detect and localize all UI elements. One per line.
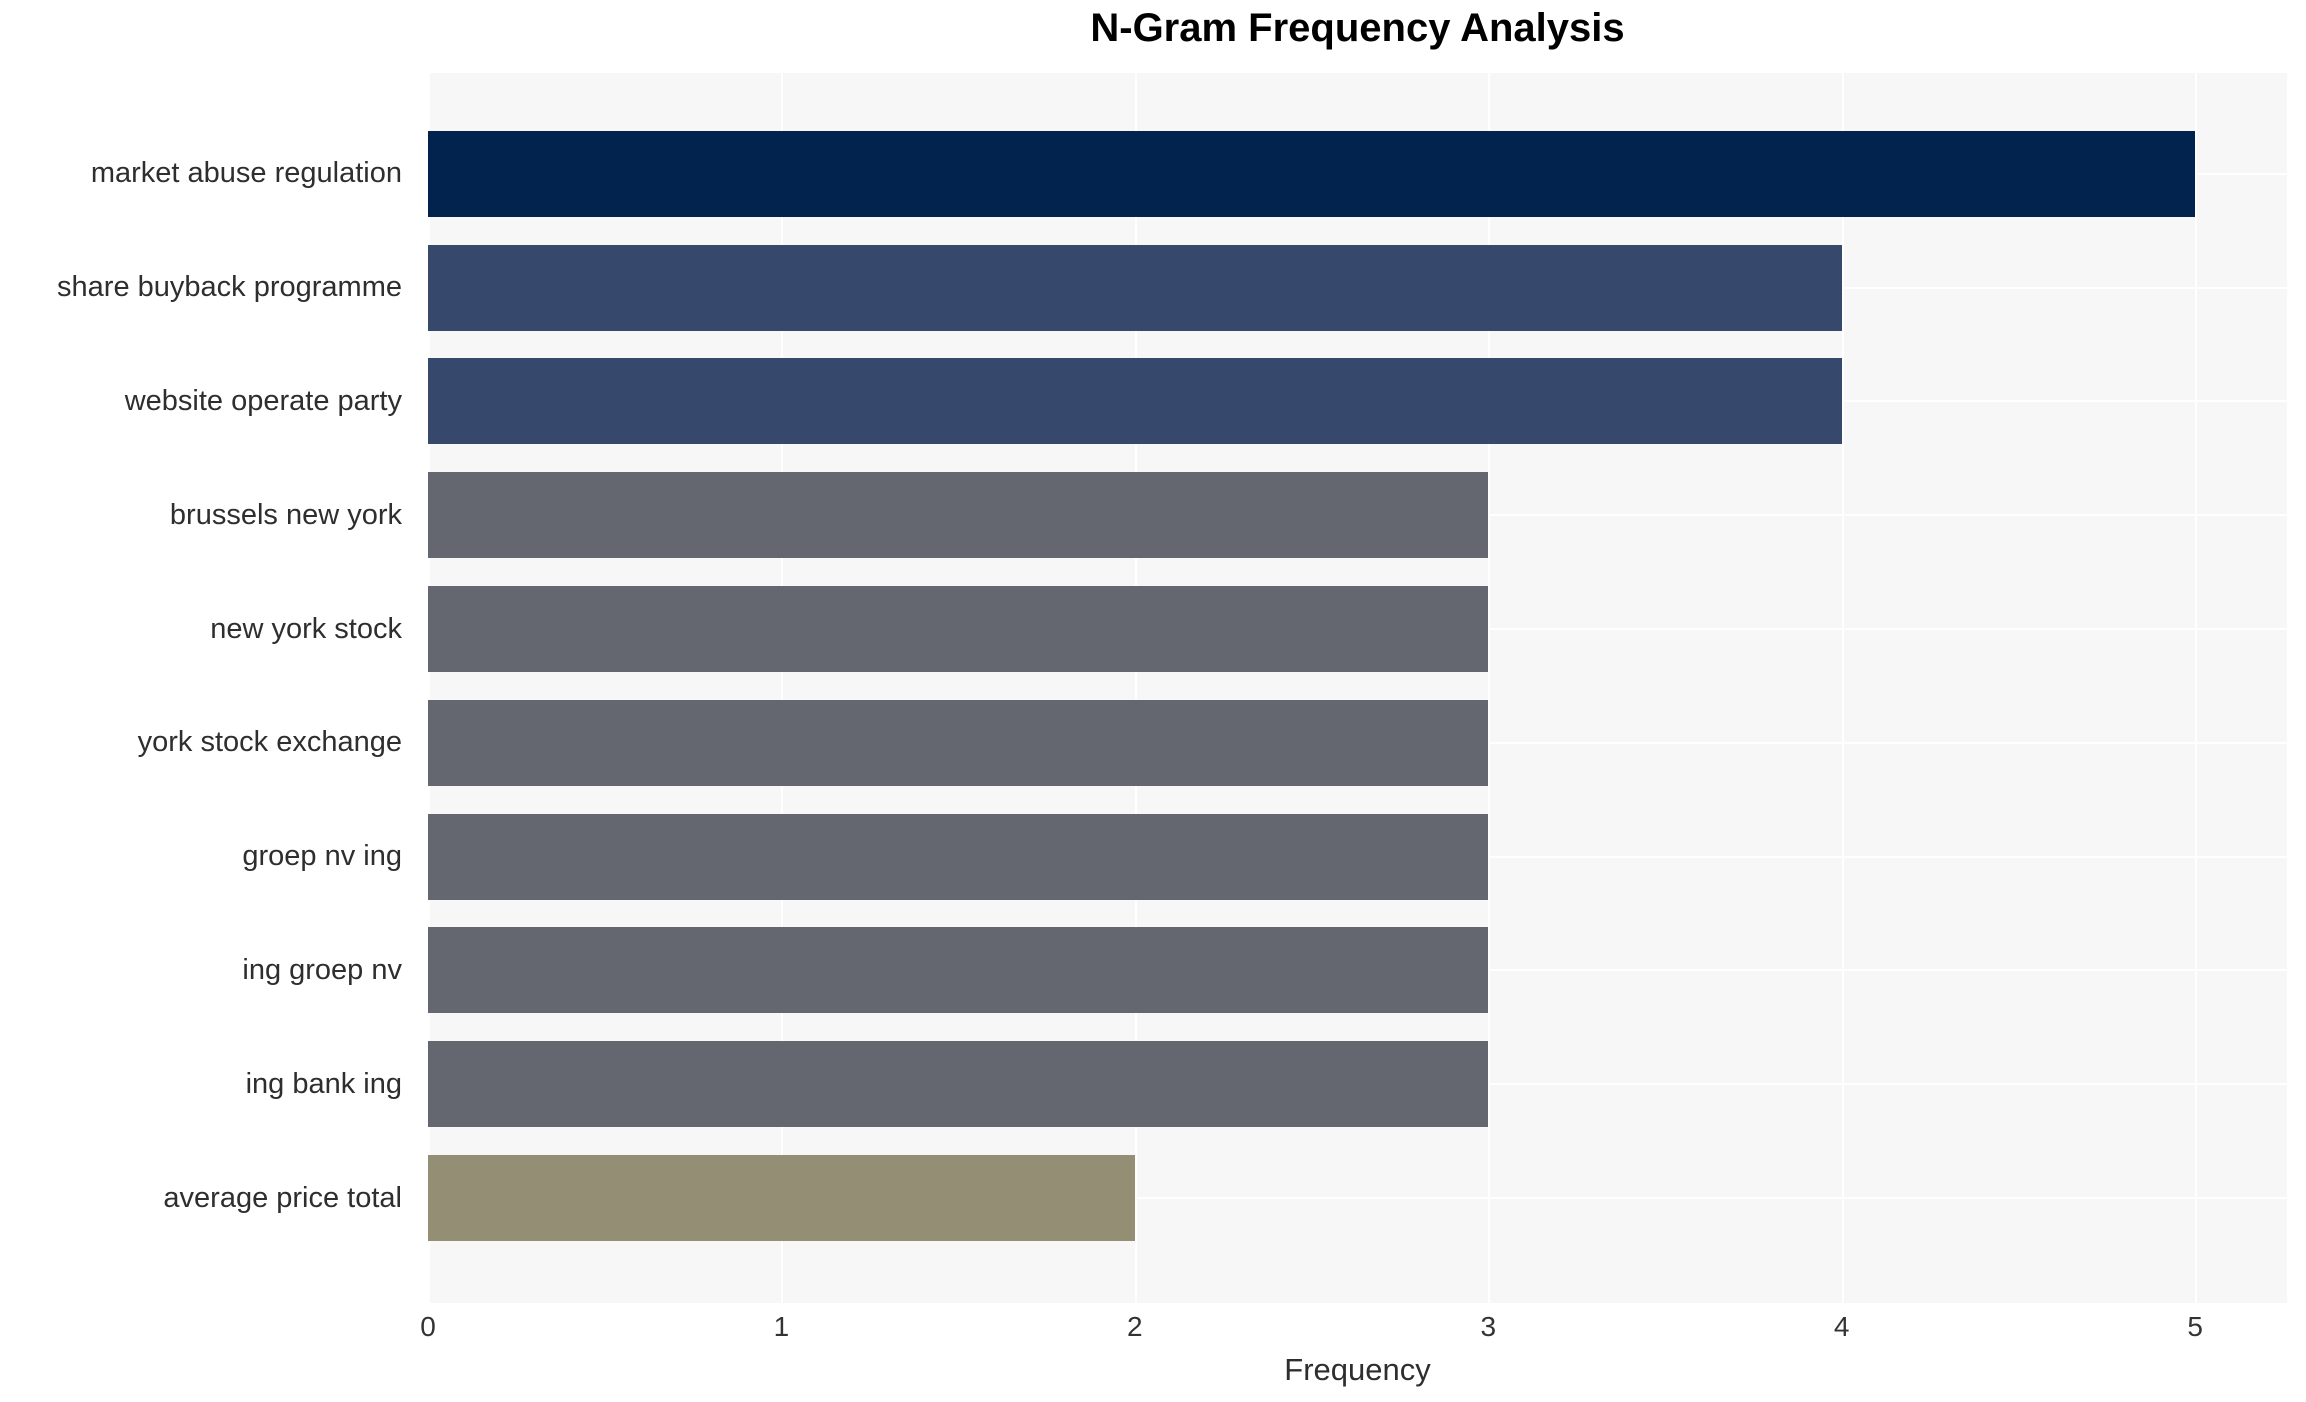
bar (428, 472, 1489, 559)
category-label-row: york stock exchange (0, 686, 412, 800)
x-tick-label: 0 (420, 1311, 436, 1342)
x-tick-label: 2 (1127, 1311, 1143, 1342)
category-label-row: groep nv ing (0, 800, 412, 914)
bar-row (428, 800, 2287, 914)
plot-area (428, 73, 2287, 1303)
bar (428, 927, 1489, 1014)
x-tick-label: 4 (1833, 1311, 1850, 1342)
bar-row (428, 572, 2287, 686)
bar (428, 358, 1842, 445)
category-label: share buyback programme (57, 271, 402, 304)
x-tick-label: 5 (2187, 1311, 2203, 1342)
horizontal-gridline (428, 1197, 2287, 1200)
category-label: average price total (163, 1181, 402, 1214)
chart-title: N-Gram Frequency Analysis (1090, 6, 1625, 50)
x-tick-label: 3 (1480, 1311, 1497, 1342)
bar-row (428, 345, 2287, 459)
x-axis-ticks: 0 1 2 3 4 5 (420, 1311, 2287, 1351)
y-axis-category-labels: market abuse regulation share buyback pro… (0, 73, 412, 1303)
category-label: groep nv ing (242, 840, 402, 873)
category-label-row: brussels new york (0, 458, 412, 572)
category-label: ing bank ing (245, 1067, 402, 1100)
category-label-row: new york stock (0, 572, 412, 686)
bar (428, 130, 2196, 217)
vertical-gridline (2195, 73, 2198, 1303)
bar-row (428, 117, 2287, 231)
x-axis-label: Frequency (1284, 1352, 1431, 1387)
bar (428, 586, 1489, 673)
vertical-gridline (1488, 73, 1491, 1303)
category-label-row: website operate party (0, 345, 412, 459)
bar-row (428, 1141, 2287, 1255)
bar-row (428, 914, 2287, 1028)
x-tick-label: 1 (773, 1311, 790, 1342)
bar-row (428, 231, 2287, 345)
bar (428, 1041, 1489, 1128)
bar-row (428, 458, 2287, 572)
bar-rows (428, 73, 2287, 1303)
bar-row (428, 1027, 2287, 1141)
category-label-row: share buyback programme (0, 231, 412, 345)
bar (428, 244, 1842, 331)
category-label: ing groep nv (242, 953, 402, 986)
bar (428, 813, 1489, 900)
category-label: website operate party (124, 384, 402, 417)
category-label-row: average price total (0, 1141, 412, 1255)
bar-row (428, 686, 2287, 800)
category-label: new york stock (210, 612, 402, 645)
vertical-gridline (1134, 73, 1137, 1303)
vertical-gridline (781, 73, 784, 1303)
bar (428, 1155, 1135, 1242)
category-label: york stock exchange (137, 726, 402, 759)
vertical-gridline (428, 73, 430, 1303)
category-label-row: market abuse regulation (0, 117, 412, 231)
category-label-row: ing bank ing (0, 1027, 412, 1141)
category-label-row: ing groep nv (0, 914, 412, 1028)
bar (428, 699, 1489, 786)
vertical-gridline (1841, 73, 1844, 1303)
category-label: market abuse regulation (90, 157, 402, 190)
category-label: brussels new york (169, 498, 402, 531)
